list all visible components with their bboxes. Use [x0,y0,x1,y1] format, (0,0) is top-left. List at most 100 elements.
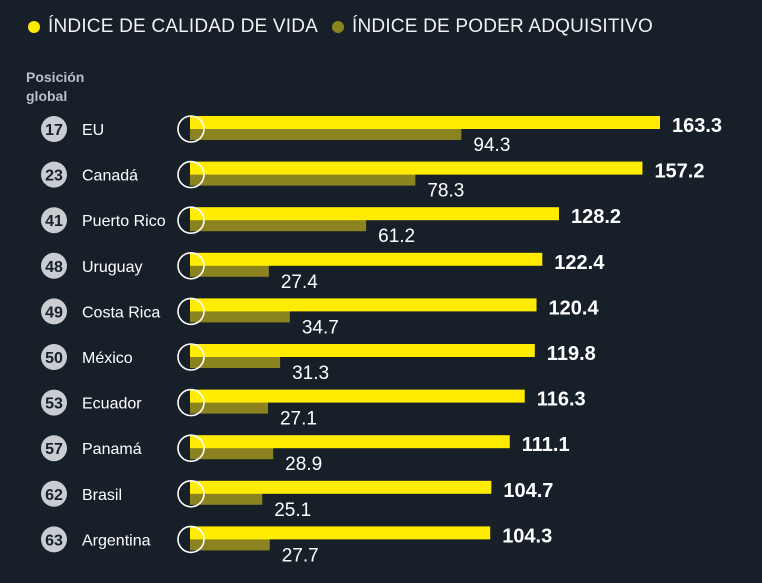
rank-label: 62 [45,487,63,504]
costa-rica-flag-icon [177,297,205,326]
country-label: EU [82,122,104,139]
position-header-line2: global [26,88,68,104]
rank-badge [41,161,67,188]
bar-quality [190,526,491,540]
data-label-purchasing: 94.3 [473,135,510,156]
chart-row: 119.8 31.3 50 México [41,343,596,384]
legend-label-purchasing: ÍNDICE DE PODER ADQUISITIVO [352,16,654,37]
bar-purchasing [190,308,290,323]
data-label-quality: 104.3 [502,525,552,547]
legend: ÍNDICE DE CALIDAD DE VIDA ÍNDICE DE PODE… [28,16,653,38]
chart-row: 104.3 27.7 63 Argentina [41,525,552,566]
chart-row: 128.2 61.2 41 Puerto Rico [41,206,621,247]
rank-label: 17 [45,122,63,139]
data-label-quality: 119.8 [547,343,596,365]
legend-item-purchasing: ÍNDICE DE PODER ADQUISITIVO [332,16,653,38]
legend-label-quality: ÍNDICE DE CALIDAD DE VIDA [48,16,318,37]
rank-badge [41,116,67,142]
legend-swatch-purchasing [332,21,344,33]
rank-label: 53 [45,396,63,413]
data-label-purchasing: 61.2 [378,226,415,247]
bar-purchasing [190,126,462,140]
rank-label: 57 [45,441,63,458]
rank-label: 49 [45,304,63,321]
country-label: Uruguay [82,259,142,276]
bar-quality [190,435,510,449]
rank-badge [41,298,67,325]
usa-flag-icon [177,115,205,143]
chart-row: 116.3 27.1 53 Ecuador [41,389,586,430]
bar-quality [190,480,492,494]
ecuador-flag-icon [177,388,205,417]
mexico-flag-icon [177,343,205,371]
rank-badge [41,435,67,462]
bar-quality [190,116,660,129]
bar-quality [190,389,525,403]
bar-purchasing [190,445,274,460]
canada-flag-icon [177,160,205,189]
bar-purchasing [190,490,263,505]
bar-quality [190,344,535,357]
data-label-purchasing: 27.7 [282,545,319,566]
country-label: Costa Rica [82,304,160,321]
rank-badge [41,207,67,234]
data-label-purchasing: 78.3 [427,181,464,202]
bar-quality [190,207,559,221]
bar-quality [190,161,643,175]
data-label-quality: 157.2 [654,161,704,183]
bar-quality [190,298,537,312]
data-label-quality: 163.3 [672,115,722,137]
data-label-quality: 104.7 [503,480,553,502]
panama-flag-icon [177,434,205,463]
bar-purchasing [190,262,269,277]
rank-badge [41,252,67,279]
data-label-purchasing: 25.1 [274,500,311,521]
rank-label: 23 [45,168,63,185]
bar-purchasing [190,536,270,551]
data-label-purchasing: 34.7 [302,317,339,338]
position-header-line1: Posición [26,69,85,85]
chart-row: 111.1 28.9 57 Panamá [41,434,570,475]
chart-row: 120.4 34.7 49 Costa Rica [41,297,599,338]
country-label: México [82,350,133,367]
puerto-rico-flag-icon [177,206,205,234]
bar-purchasing [190,399,268,414]
country-label: Puerto Rico [82,213,166,230]
country-label: Canadá [82,168,138,185]
rank-badge [41,480,67,507]
rank-label: 50 [45,350,63,367]
rank-label: 48 [45,259,63,276]
data-label-quality: 120.4 [549,297,600,319]
bar-purchasing [190,354,281,368]
uruguay-flag-icon [177,251,205,280]
chart-row: 122.4 27.4 48 Uruguay [41,252,605,293]
rank-badge [41,526,67,553]
data-label-quality: 111.1 [522,434,570,456]
data-label-purchasing: 28.9 [285,454,322,475]
country-label: Brasil [82,487,122,504]
data-label-purchasing: 27.1 [280,409,317,430]
bar-purchasing [190,171,416,186]
argentina-flag-icon [177,525,205,554]
bar-quality [190,252,543,266]
data-label-quality: 116.3 [537,389,586,411]
rank-badge [41,389,67,416]
data-label-purchasing: 31.3 [292,363,329,384]
country-label: Argentina [82,532,151,549]
chart-row: 104.7 25.1 62 Brasil [41,480,553,521]
country-label: Ecuador [82,396,142,413]
brazil-flag-icon [177,479,205,508]
legend-item-quality: ÍNDICE DE CALIDAD DE VIDA [28,16,318,38]
chart-row: 163.3 94.3 17 EU [41,115,722,156]
rank-label: 41 [45,213,63,230]
data-label-quality: 128.2 [571,206,621,228]
bar-purchasing [190,217,367,232]
country-label: Panamá [82,441,142,458]
data-label-quality: 122.4 [554,252,605,274]
legend-swatch-quality [28,21,40,33]
position-header: Posición global [26,68,84,106]
data-label-purchasing: 27.4 [281,272,318,293]
rank-label: 63 [45,532,63,549]
rank-badge [41,344,67,370]
